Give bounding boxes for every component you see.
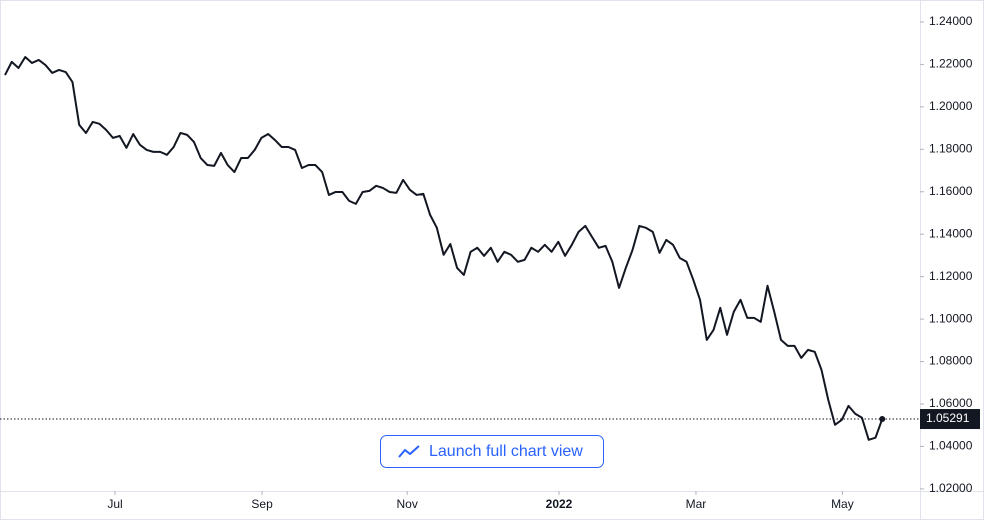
button-label[interactable]: Launch full chart view bbox=[429, 443, 583, 460]
x-tick-label: May bbox=[831, 497, 854, 511]
y-tick-label: 1.14000 bbox=[929, 226, 973, 240]
y-tick-label: 1.18000 bbox=[929, 141, 973, 155]
x-tick-label: Mar bbox=[686, 497, 707, 511]
button-frame[interactable] bbox=[380, 435, 604, 468]
y-tick-label: 1.20000 bbox=[929, 99, 973, 113]
y-tick-label: 1.24000 bbox=[929, 14, 973, 28]
y-tick-label: 1.06000 bbox=[929, 396, 973, 410]
x-tick-label: 2022 bbox=[546, 497, 573, 511]
last-point bbox=[879, 416, 886, 423]
y-tick-label: 1.02000 bbox=[929, 481, 973, 495]
last-price-box bbox=[920, 409, 980, 430]
price-line bbox=[4, 55, 884, 441]
x-tick-label: Nov bbox=[396, 497, 417, 511]
launch-button[interactable]: Launch full chart view bbox=[380, 435, 604, 468]
plot: 1.05291 bbox=[0, 55, 980, 441]
y-tick-label: 1.12000 bbox=[929, 269, 973, 283]
last-price-label: 1.05291 bbox=[926, 411, 970, 425]
y-tick-label: 1.10000 bbox=[929, 311, 973, 325]
button-icon bbox=[398, 445, 420, 458]
y-tick-label: 1.08000 bbox=[929, 354, 973, 368]
y-tick-label: 1.22000 bbox=[929, 57, 973, 71]
y-tick-label: 1.04000 bbox=[929, 439, 973, 453]
x-tick-label: Sep bbox=[251, 497, 273, 511]
x-tick-label: Jul bbox=[107, 497, 122, 511]
y-tick-label: 1.16000 bbox=[929, 184, 973, 198]
